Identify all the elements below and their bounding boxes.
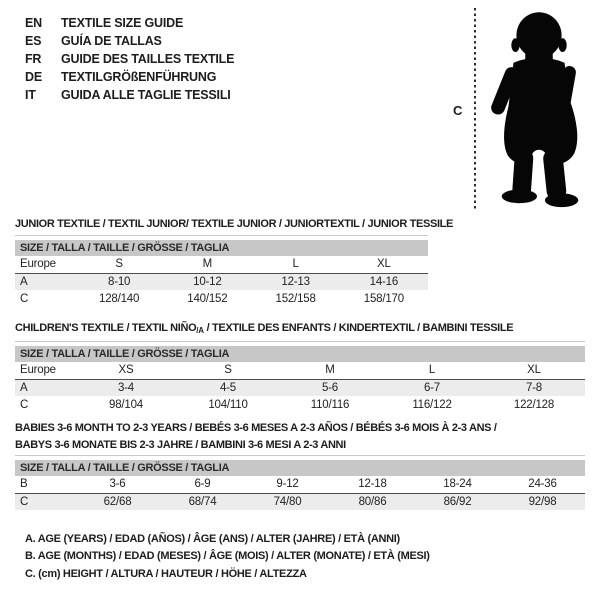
height-cell: 92/98 <box>528 495 557 508</box>
height-measure-label: C <box>453 103 463 118</box>
title-part: / TEXTILE DES ENFANTS / KINDERTEXTIL / B… <box>203 322 514 334</box>
children-table-title: CHILDREN'S TEXTILE / TEXTIL NIÑO/A / TEX… <box>15 320 514 340</box>
age-cell: 3-4 <box>117 381 135 394</box>
babies-title-line1: BABIES 3-6 MONTH TO 2-3 YEARS / BEBÉS 3-… <box>15 422 497 434</box>
language-title-list: EN TEXTILE SIZE GUIDE ES GUÍA DE TALLAS … <box>25 14 234 104</box>
title-subscript: /A <box>196 326 204 335</box>
row-label: C <box>20 398 29 411</box>
row-label: Europe <box>15 362 75 380</box>
height-cell: 152/158 <box>275 292 316 305</box>
language-code: IT <box>25 88 36 102</box>
row-label: Europe <box>15 256 75 274</box>
height-cell: 80/86 <box>358 495 387 508</box>
row-label: B <box>15 476 75 494</box>
height-cell: 158/170 <box>363 292 404 305</box>
language-code: EN <box>25 16 42 30</box>
language-row-fr: FR GUIDE DES TAILLES TEXTILE <box>25 50 234 68</box>
children-size-table: SIZE / TALLA / TAILLE / GRÖSSE / TAGLIA … <box>15 341 585 413</box>
title-part: CHILDREN'S TEXTILE / TEXTIL NIÑO <box>15 322 197 334</box>
table-row-months: B 3-6 6-9 9-12 12-18 18-24 24-36 <box>15 476 585 494</box>
size-cell: L <box>251 256 340 274</box>
footnote-c: C. (cm) HEIGHT / ALTURA / HAUTEUR / HÖHE… <box>25 567 307 580</box>
size-header-bar: SIZE / TALLA / TAILLE / GRÖSSE / TAGLIA <box>15 460 585 476</box>
language-row-de: DE TEXTILGRÖßENFÜHRUNG <box>25 68 234 86</box>
age-cell: 12-13 <box>281 275 310 288</box>
babies-size-table: SIZE / TALLA / TAILLE / GRÖSSE / TAGLIA … <box>15 455 585 510</box>
footnote-b: B. AGE (MONTHS) / EDAD (MESES) / ÂGE (MO… <box>25 550 430 563</box>
months-cell: 9-12 <box>245 476 330 494</box>
language-code: FR <box>25 52 42 66</box>
guide-title: GUIDE DES TAILLES TEXTILE <box>61 52 235 66</box>
months-cell: 18-24 <box>415 476 500 494</box>
junior-size-table: SIZE / TALLA / TAILLE / GRÖSSE / TAGLIA … <box>15 235 428 307</box>
language-row-it: IT GUIDA ALLE TAGLIE TESSILI <box>25 86 234 104</box>
height-cell: 86/92 <box>443 495 472 508</box>
age-cell: 4-5 <box>219 381 237 394</box>
legend-footnotes: A. AGE (YEARS) / EDAD (AÑOS) / ÂGE (ANS)… <box>25 531 430 583</box>
language-row-en: EN TEXTILE SIZE GUIDE <box>25 14 234 32</box>
babies-title-line2: BABYS 3-6 MONATE BIS 2-3 JAHRE / BAMBINI… <box>15 438 346 451</box>
guide-title: TEXTILE SIZE GUIDE <box>61 16 184 30</box>
table-row-height: C 128/140 140/152 152/158 158/170 <box>15 290 428 307</box>
height-cell: 68/74 <box>188 495 217 508</box>
babies-table-title: BABIES 3-6 MONTH TO 2-3 YEARS / BEBÉS 3-… <box>15 420 497 453</box>
height-cell: 74/80 <box>273 495 302 508</box>
footnote-a: A. AGE (YEARS) / EDAD (AÑOS) / ÂGE (ANS)… <box>25 533 400 545</box>
size-cell: M <box>163 256 252 274</box>
guide-title: TEXTILGRÖßENFÜHRUNG <box>61 70 217 84</box>
height-cell: 140/152 <box>187 292 228 305</box>
row-label: C <box>20 495 29 508</box>
size-cell: L <box>381 362 483 380</box>
age-cell: 7-8 <box>525 381 543 394</box>
table-row-height: C 62/68 68/74 74/80 80/86 86/92 92/98 <box>15 493 585 510</box>
language-code: DE <box>25 70 42 84</box>
guide-title: GUIDA ALLE TAGLIE TESSILI <box>61 88 231 102</box>
age-cell: 8-10 <box>108 275 131 288</box>
size-header-bar: SIZE / TALLA / TAILLE / GRÖSSE / TAGLIA <box>15 346 585 362</box>
age-cell: 6-7 <box>423 381 441 394</box>
months-cell: 3-6 <box>75 476 160 494</box>
age-cell: 10-12 <box>193 275 222 288</box>
months-cell: 24-36 <box>500 476 585 494</box>
toddler-silhouette-icon <box>491 12 579 208</box>
height-cell: 98/104 <box>109 398 143 411</box>
height-cell: 62/68 <box>103 495 132 508</box>
months-cell: 6-9 <box>160 476 245 494</box>
height-cell: 128/140 <box>99 292 140 305</box>
row-label: A <box>20 381 28 394</box>
junior-table-title: JUNIOR TEXTILE / TEXTIL JUNIOR/ TEXTILE … <box>15 218 454 230</box>
table-row-europe: Europe S M L XL <box>15 256 428 274</box>
months-cell: 12-18 <box>330 476 415 494</box>
size-cell: S <box>75 256 164 274</box>
table-row-age: A 8-10 10-12 12-13 14-16 <box>15 273 428 290</box>
size-cell: S <box>177 362 279 380</box>
size-cell: XL <box>339 256 428 274</box>
size-cell: M <box>279 362 381 380</box>
table-row-height: C 98/104 104/110 110/116 116/122 122/128 <box>15 396 585 413</box>
language-row-es: ES GUÍA DE TALLAS <box>25 32 234 50</box>
height-cell: 110/116 <box>310 398 350 411</box>
age-cell: 14-16 <box>369 275 399 288</box>
height-cell: 104/110 <box>208 398 248 411</box>
height-cell: 116/122 <box>412 398 452 411</box>
size-header-bar: SIZE / TALLA / TAILLE / GRÖSSE / TAGLIA <box>15 240 428 256</box>
language-code: ES <box>25 34 42 48</box>
table-row-age: A 3-4 4-5 5-6 6-7 7-8 <box>15 379 585 396</box>
age-cell: 5-6 <box>321 381 339 394</box>
guide-title: GUÍA DE TALLAS <box>61 34 162 48</box>
size-cell: XS <box>75 362 177 380</box>
size-cell: XL <box>483 362 585 380</box>
row-label: C <box>20 292 29 305</box>
height-cell: 122/128 <box>513 398 555 411</box>
row-label: A <box>20 275 28 288</box>
table-row-europe: Europe XS S M L XL <box>15 362 585 380</box>
height-measure-dashed-line <box>474 8 476 209</box>
